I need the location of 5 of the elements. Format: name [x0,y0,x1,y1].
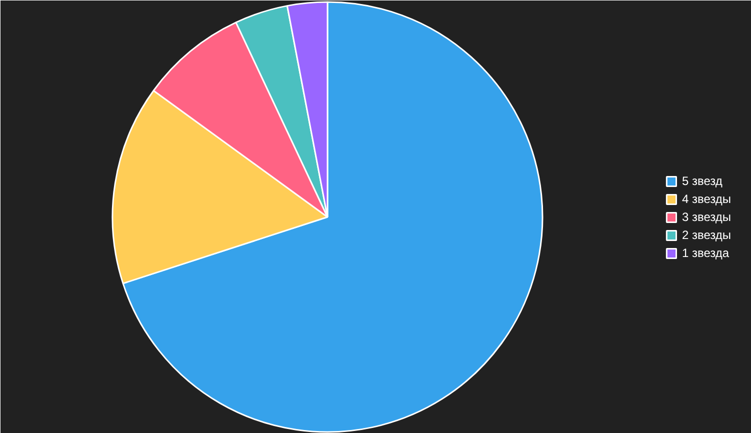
legend-label: 3 звезды [682,210,731,224]
legend-label: 5 звезд [682,174,722,188]
legend-label: 1 звезда [682,246,730,260]
legend-label: 4 звезды [682,192,731,206]
legend-label: 2 звезды [682,228,731,242]
